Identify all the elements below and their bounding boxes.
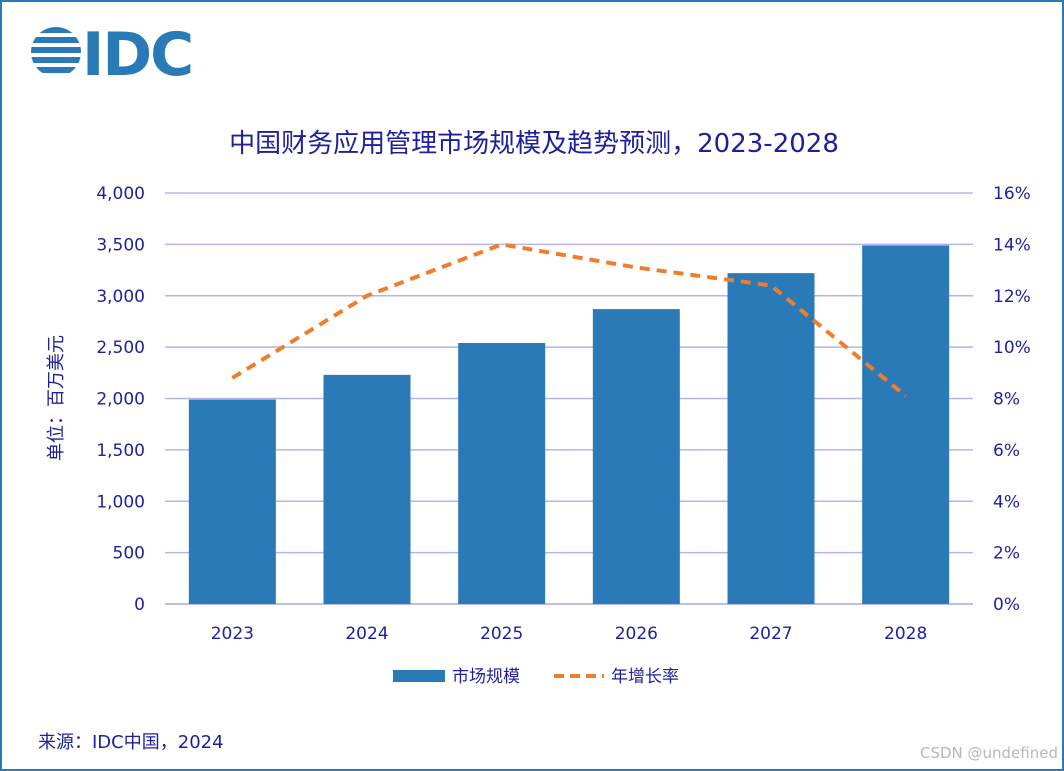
y-tick-label: 500 (113, 544, 145, 564)
growth-line (231, 242, 907, 398)
x-tick-label: 2026 (615, 624, 658, 644)
logo-text: IDC (82, 20, 192, 90)
source-note: 来源：IDC中国，2024 (38, 732, 224, 753)
y-tick-label: 3,500 (96, 235, 145, 255)
y2-tick-label: 14% (993, 235, 1031, 255)
bars (188, 245, 950, 604)
gridlines (165, 192, 973, 605)
y2-tick-label: 0% (993, 595, 1020, 615)
bar (188, 399, 276, 604)
growth-rate-line (231, 242, 907, 398)
legend-bar-label: 市场规模 (452, 667, 520, 687)
legend-line-label: 年增长率 (611, 667, 679, 687)
axes: 0 0% 500 2% 1,000 4% 1,500 6% 2,000 8% 2,500 10% 3,0… (96, 184, 1030, 644)
bar (727, 273, 815, 604)
y-tick-label: 1,500 (96, 441, 145, 461)
watermark: CSDN @undefined (920, 744, 1058, 762)
y2-tick-label: 10% (993, 338, 1031, 358)
bar (592, 309, 680, 604)
y2-tick-label: 16% (993, 184, 1031, 204)
y-axis-label: 单位：百万美元 (46, 335, 67, 461)
x-tick-label: 2024 (345, 624, 388, 644)
chart-title: 中国财务应用管理市场规模及趋势预测，2023-2028 (229, 129, 839, 159)
y2-tick-label: 2% (993, 544, 1020, 564)
y2-tick-label: 4% (993, 492, 1020, 512)
bar (862, 245, 950, 604)
y-tick-label: 2,000 (96, 390, 145, 410)
x-tick-label: 2027 (749, 624, 792, 644)
y2-tick-label: 6% (993, 441, 1020, 461)
y-tick-label: 0 (134, 595, 145, 615)
legend-bar-swatch (393, 670, 445, 682)
y-tick-label: 1,000 (96, 492, 145, 512)
legend: 市场规模 年增长率 (393, 667, 679, 687)
y2-tick-label: 12% (993, 287, 1031, 307)
y-tick-label: 2,500 (96, 338, 145, 358)
globe-icon (31, 27, 81, 73)
y-tick-label: 4,000 (96, 184, 145, 204)
bar (458, 343, 546, 604)
x-tick-label: 2028 (884, 624, 927, 644)
x-tick-label: 2023 (211, 624, 254, 644)
bar (323, 374, 411, 604)
x-tick-label: 2025 (480, 624, 523, 644)
y2-tick-label: 8% (993, 390, 1020, 410)
y-tick-label: 3,000 (96, 287, 145, 307)
idc-logo: IDC (31, 20, 194, 90)
